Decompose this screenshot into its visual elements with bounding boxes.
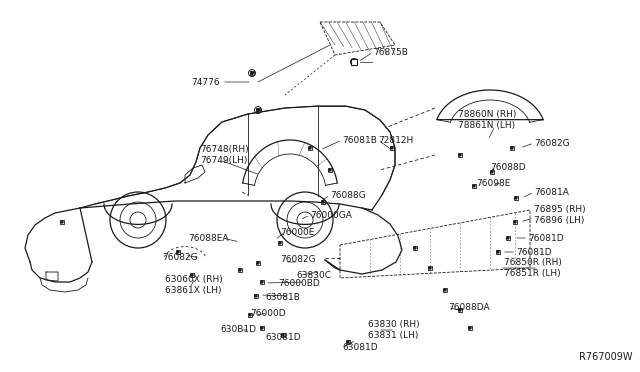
Text: 76000E: 76000E <box>280 228 314 237</box>
Bar <box>496 250 500 254</box>
Text: 76088G: 76088G <box>330 190 365 199</box>
Circle shape <box>261 327 263 329</box>
Circle shape <box>257 109 259 111</box>
Circle shape <box>511 147 513 149</box>
Circle shape <box>459 309 461 311</box>
Bar <box>321 200 325 204</box>
Circle shape <box>429 267 431 269</box>
Text: 76850R (RH)
76851R (LH): 76850R (RH) 76851R (LH) <box>504 258 562 278</box>
Bar <box>260 280 264 284</box>
Bar <box>278 241 282 245</box>
Circle shape <box>279 242 281 244</box>
Text: 76000GA: 76000GA <box>310 211 352 219</box>
Text: 630B1D: 630B1D <box>220 326 256 334</box>
Circle shape <box>353 61 355 63</box>
Circle shape <box>257 109 259 111</box>
Text: R767009W: R767009W <box>579 352 632 362</box>
Circle shape <box>514 221 516 223</box>
Circle shape <box>515 197 517 199</box>
Bar <box>458 153 462 157</box>
Text: 63830 (RH)
63831 (LH): 63830 (RH) 63831 (LH) <box>368 320 420 340</box>
Bar <box>281 333 285 337</box>
Circle shape <box>414 247 416 249</box>
Text: 63830C: 63830C <box>296 270 331 279</box>
Text: 76081D: 76081D <box>528 234 564 243</box>
Bar <box>413 246 417 250</box>
Circle shape <box>255 295 257 297</box>
Bar <box>308 146 312 150</box>
Circle shape <box>347 341 349 343</box>
Circle shape <box>309 147 311 149</box>
Bar <box>328 168 332 172</box>
Circle shape <box>469 327 471 329</box>
Circle shape <box>491 171 493 173</box>
Circle shape <box>391 147 393 149</box>
Circle shape <box>261 281 263 283</box>
Text: 76000BD: 76000BD <box>278 279 320 289</box>
Circle shape <box>61 221 63 223</box>
Bar <box>513 220 517 224</box>
Text: 76082G: 76082G <box>534 138 570 148</box>
Bar <box>458 308 462 312</box>
Text: 76098E: 76098E <box>476 179 510 187</box>
Circle shape <box>329 169 331 171</box>
Text: 76082G: 76082G <box>280 256 316 264</box>
Circle shape <box>257 262 259 264</box>
Text: 63081D: 63081D <box>342 343 378 353</box>
Text: 76088EA: 76088EA <box>188 234 228 243</box>
Bar <box>256 108 260 112</box>
Circle shape <box>191 274 193 276</box>
Text: 76875B: 76875B <box>373 48 408 57</box>
Text: 78860N (RH)
78861N (LH): 78860N (RH) 78861N (LH) <box>458 110 516 130</box>
Bar <box>390 146 394 150</box>
Text: 76088DA: 76088DA <box>448 304 490 312</box>
Bar <box>176 250 180 254</box>
Bar <box>472 184 476 188</box>
Text: 63060X (RH)
63861X (LH): 63060X (RH) 63861X (LH) <box>165 275 223 295</box>
Bar <box>260 326 264 330</box>
Circle shape <box>251 72 253 74</box>
Bar <box>352 61 356 65</box>
Text: 76082G: 76082G <box>162 253 198 263</box>
Circle shape <box>239 269 241 271</box>
Bar <box>510 146 514 150</box>
Text: 76088D: 76088D <box>490 163 525 171</box>
Bar <box>190 273 194 277</box>
Text: 63081D: 63081D <box>265 334 301 343</box>
Bar <box>490 170 494 174</box>
Text: 76081D: 76081D <box>516 247 552 257</box>
Text: 76000D: 76000D <box>250 308 285 317</box>
Bar <box>254 294 258 298</box>
Bar <box>250 71 254 75</box>
Text: 76081A: 76081A <box>534 187 569 196</box>
Circle shape <box>444 289 446 291</box>
Circle shape <box>459 154 461 156</box>
Circle shape <box>251 72 253 74</box>
Circle shape <box>282 334 284 336</box>
Bar <box>60 220 64 224</box>
Text: 74776: 74776 <box>191 77 220 87</box>
Bar <box>428 266 432 270</box>
Text: 76748(RH)
76749(LH): 76748(RH) 76749(LH) <box>200 145 248 165</box>
Circle shape <box>322 201 324 203</box>
Circle shape <box>177 251 179 253</box>
Bar <box>506 236 510 240</box>
Text: 72812H: 72812H <box>378 135 413 144</box>
Bar <box>248 313 252 317</box>
Bar <box>256 261 260 265</box>
Bar <box>346 340 350 344</box>
Bar <box>514 196 518 200</box>
Bar <box>443 288 447 292</box>
Circle shape <box>249 314 251 316</box>
Text: 76081B: 76081B <box>342 135 377 144</box>
Text: 76895 (RH)
76896 (LH): 76895 (RH) 76896 (LH) <box>534 205 586 225</box>
Bar <box>238 268 242 272</box>
Circle shape <box>507 237 509 239</box>
Circle shape <box>353 62 355 64</box>
Circle shape <box>497 251 499 253</box>
Bar <box>468 326 472 330</box>
Circle shape <box>473 185 475 187</box>
Text: 63081B: 63081B <box>265 294 300 302</box>
